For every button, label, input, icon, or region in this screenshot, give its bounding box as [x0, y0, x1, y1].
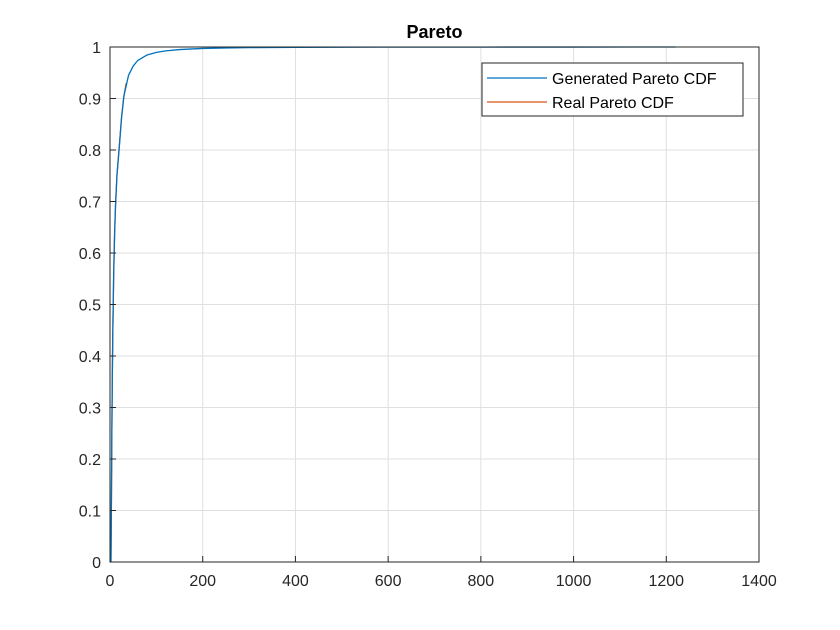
x-tick-label: 0	[106, 573, 115, 590]
x-tick-label: 400	[282, 573, 309, 590]
y-tick-label: 0.7	[79, 195, 101, 212]
x-tick-label: 200	[189, 573, 216, 590]
y-tick-label: 1	[92, 40, 101, 57]
x-tick-label: 1000	[556, 573, 592, 590]
x-tick-label: 1200	[648, 573, 684, 590]
ticks: 0 200 400 600 800 1000 1200 1400 0 0.1 0.2 0.3 0.4 0.…	[79, 40, 777, 590]
x-tick-label: 800	[468, 573, 495, 590]
legend-label: Generated Pareto CDF	[552, 71, 717, 88]
y-tick-label: 0.9	[79, 92, 101, 109]
y-tick-label: 0.2	[79, 452, 101, 469]
y-tick-label: 0.3	[79, 401, 101, 418]
y-tick-label: 0.6	[79, 246, 101, 263]
chart-title: Pareto	[406, 22, 462, 42]
grid	[109, 46, 760, 563]
y-tick-label: 0.5	[79, 298, 101, 315]
y-tick-label: 0.4	[79, 349, 101, 366]
x-tick-label: 1400	[741, 573, 777, 590]
legend-box	[481, 62, 744, 117]
legend: Generated Pareto CDF Real Pareto CDF	[481, 62, 744, 117]
x-tick-label: 600	[375, 573, 402, 590]
y-tick-label: 0	[92, 555, 101, 572]
y-tick-label: 0.8	[79, 143, 101, 160]
y-tick-label: 0.1	[79, 504, 101, 521]
legend-label: Real Pareto CDF	[552, 95, 674, 112]
